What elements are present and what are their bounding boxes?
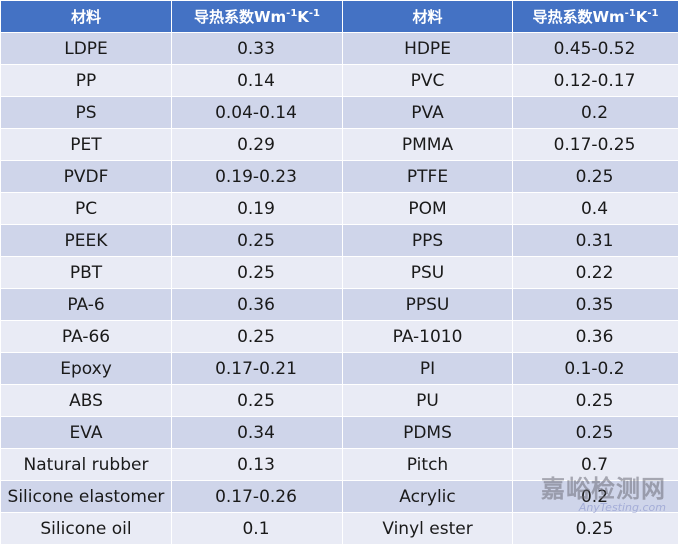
cell-right-material: HDPE xyxy=(342,32,513,65)
cell-right-material: PPSU xyxy=(342,288,513,321)
header-conductivity-right: 导热系数Wm-1K-1 xyxy=(512,0,679,33)
cell-left-value: 0.33 xyxy=(171,32,343,65)
cell-left-material: PVDF xyxy=(0,160,172,193)
cell-left-value: 0.25 xyxy=(171,320,343,353)
cell-right-value: 0.2 xyxy=(512,480,679,513)
table-body: LDPE 0.33 HDPE 0.45-0.52 PP 0.14 PVC 0.12-0.17 P… xyxy=(0,32,679,545)
cell-left-value: 0.25 xyxy=(171,256,343,289)
cell-right-material: PA-1010 xyxy=(342,320,513,353)
table-row: EVA 0.34 PDMS 0.25 xyxy=(0,416,679,449)
table-row: Silicone oil 0.1 Vinyl ester 0.25 xyxy=(0,512,679,545)
cell-right-material: Pitch xyxy=(342,448,513,481)
cell-right-value: 0.36 xyxy=(512,320,679,353)
cell-left-value: 0.17-0.26 xyxy=(171,480,343,513)
cell-right-material: Vinyl ester xyxy=(342,512,513,545)
cell-right-value: 0.2 xyxy=(512,96,679,129)
cell-right-value: 0.7 xyxy=(512,448,679,481)
cell-left-material: PBT xyxy=(0,256,172,289)
cell-right-material: PI xyxy=(342,352,513,385)
cell-left-material: Natural rubber xyxy=(0,448,172,481)
cell-right-value: 0.25 xyxy=(512,160,679,193)
cell-right-material: PSU xyxy=(342,256,513,289)
cell-right-value: 0.25 xyxy=(512,416,679,449)
cell-left-value: 0.19-0.23 xyxy=(171,160,343,193)
cell-left-material: PS xyxy=(0,96,172,129)
cell-right-material: PVA xyxy=(342,96,513,129)
table-row: PET 0.29 PMMA 0.17-0.25 xyxy=(0,128,679,161)
cell-right-material: PMMA xyxy=(342,128,513,161)
table-row: PA-66 0.25 PA-1010 0.36 xyxy=(0,320,679,353)
header-row: 材料 导热系数Wm-1K-1 材料 导热系数Wm-1K-1 xyxy=(0,0,679,33)
header-conductivity-left: 导热系数Wm-1K-1 xyxy=(171,0,343,33)
table-row: PS 0.04-0.14 PVA 0.2 xyxy=(0,96,679,129)
cell-left-value: 0.29 xyxy=(171,128,343,161)
cell-left-material: ABS xyxy=(0,384,172,417)
cell-left-material: PA-6 xyxy=(0,288,172,321)
cell-left-material: Silicone oil xyxy=(0,512,172,545)
table-row: Epoxy 0.17-0.21 PI 0.1-0.2 xyxy=(0,352,679,385)
cell-left-material: PET xyxy=(0,128,172,161)
cell-left-value: 0.25 xyxy=(171,224,343,257)
cell-right-value: 0.35 xyxy=(512,288,679,321)
cell-right-material: PU xyxy=(342,384,513,417)
cell-right-value: 0.12-0.17 xyxy=(512,64,679,97)
cell-right-value: 0.17-0.25 xyxy=(512,128,679,161)
table-row: PC 0.19 POM 0.4 xyxy=(0,192,679,225)
cell-right-value: 0.1-0.2 xyxy=(512,352,679,385)
cell-right-value: 0.31 xyxy=(512,224,679,257)
cell-right-value: 0.22 xyxy=(512,256,679,289)
table-row: ABS 0.25 PU 0.25 xyxy=(0,384,679,417)
cell-right-value: 0.25 xyxy=(512,384,679,417)
cell-left-material: PC xyxy=(0,192,172,225)
cell-right-material: PVC xyxy=(342,64,513,97)
cell-left-material: Silicone elastomer xyxy=(0,480,172,513)
cell-right-material: Acrylic xyxy=(342,480,513,513)
cell-right-material: PPS xyxy=(342,224,513,257)
table-row: PVDF 0.19-0.23 PTFE 0.25 xyxy=(0,160,679,193)
cell-left-material: PP xyxy=(0,64,172,97)
cell-right-value: 0.45-0.52 xyxy=(512,32,679,65)
cell-left-value: 0.34 xyxy=(171,416,343,449)
cell-left-value: 0.17-0.21 xyxy=(171,352,343,385)
cell-right-value: 0.4 xyxy=(512,192,679,225)
cell-left-material: PEEK xyxy=(0,224,172,257)
cell-left-value: 0.13 xyxy=(171,448,343,481)
cell-left-material: EVA xyxy=(0,416,172,449)
table-row: PEEK 0.25 PPS 0.31 xyxy=(0,224,679,257)
table-row: LDPE 0.33 HDPE 0.45-0.52 xyxy=(0,32,679,65)
cell-left-value: 0.14 xyxy=(171,64,343,97)
table-row: PP 0.14 PVC 0.12-0.17 xyxy=(0,64,679,97)
cell-right-material: PTFE xyxy=(342,160,513,193)
table-row: PA-6 0.36 PPSU 0.35 xyxy=(0,288,679,321)
table-row: Natural rubber 0.13 Pitch 0.7 xyxy=(0,448,679,481)
cell-left-value: 0.04-0.14 xyxy=(171,96,343,129)
header-material-left: 材料 xyxy=(0,0,172,33)
table-row: Silicone elastomer 0.17-0.26 Acrylic 0.2 xyxy=(0,480,679,513)
cell-right-material: PDMS xyxy=(342,416,513,449)
table-row: PBT 0.25 PSU 0.22 xyxy=(0,256,679,289)
cell-right-material: POM xyxy=(342,192,513,225)
cell-left-value: 0.1 xyxy=(171,512,343,545)
cell-right-value: 0.25 xyxy=(512,512,679,545)
cell-left-material: Epoxy xyxy=(0,352,172,385)
cell-left-value: 0.36 xyxy=(171,288,343,321)
cell-left-value: 0.25 xyxy=(171,384,343,417)
cell-left-material: LDPE xyxy=(0,32,172,65)
cell-left-material: PA-66 xyxy=(0,320,172,353)
header-material-right: 材料 xyxy=(342,0,513,33)
cell-left-value: 0.19 xyxy=(171,192,343,225)
